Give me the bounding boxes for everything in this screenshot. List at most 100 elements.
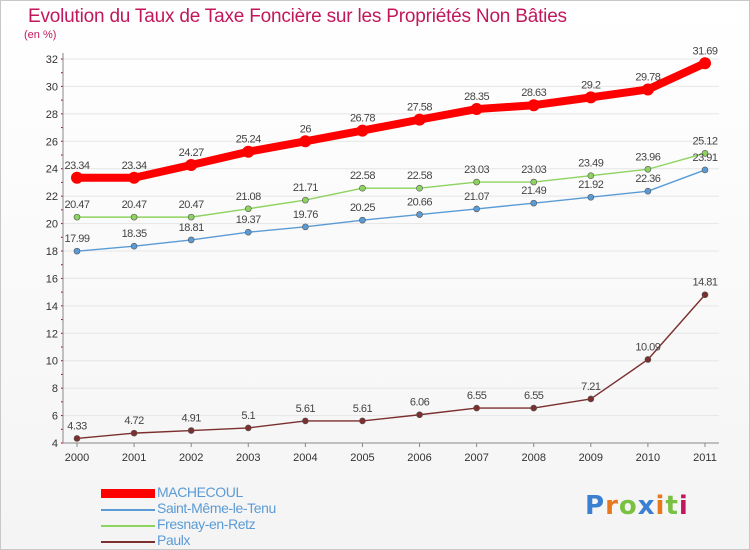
data-point bbox=[473, 404, 480, 412]
data-label: 21.92 bbox=[578, 179, 603, 191]
x-tick-label: 2003 bbox=[236, 452, 260, 464]
legend-swatch bbox=[101, 541, 155, 543]
data-point bbox=[413, 113, 426, 126]
data-label: 10.09 bbox=[635, 341, 660, 353]
legend-label: Saint-Même-le-Tenu bbox=[157, 500, 276, 516]
y-tick-label: 26 bbox=[46, 136, 58, 148]
data-point bbox=[242, 145, 255, 158]
data-point bbox=[130, 429, 138, 437]
data-label: 20.25 bbox=[350, 202, 375, 214]
data-label: 28.63 bbox=[521, 87, 546, 99]
data-label: 22.58 bbox=[350, 170, 375, 182]
data-label: 27.58 bbox=[407, 102, 432, 114]
data-label: 23.34 bbox=[122, 160, 147, 172]
data-label: 21.71 bbox=[293, 182, 318, 194]
data-label: 23.91 bbox=[692, 152, 717, 164]
y-tick-label: 32 bbox=[46, 54, 58, 66]
data-label: 5.61 bbox=[353, 403, 373, 415]
x-tick-label: 2008 bbox=[521, 452, 545, 464]
legend-label: Paulx bbox=[157, 532, 191, 548]
data-label: 5.1 bbox=[241, 410, 255, 422]
data-point bbox=[699, 57, 711, 70]
data-point bbox=[356, 124, 369, 137]
y-tick-label: 4 bbox=[52, 438, 58, 450]
x-tick-label: 2002 bbox=[179, 452, 203, 464]
y-tick-label: 22 bbox=[46, 191, 58, 203]
data-point bbox=[302, 223, 309, 231]
data-label: 18.35 bbox=[122, 228, 147, 240]
data-point bbox=[587, 395, 595, 403]
data-label: 31.69 bbox=[692, 45, 717, 57]
data-point bbox=[473, 178, 480, 186]
data-point bbox=[644, 187, 652, 195]
data-label: 26 bbox=[300, 123, 312, 135]
logo-letter: i bbox=[655, 491, 666, 521]
data-label: 23.03 bbox=[464, 164, 489, 176]
data-point bbox=[359, 184, 366, 192]
data-point bbox=[187, 213, 195, 221]
y-tick-label: 14 bbox=[46, 301, 58, 313]
data-point bbox=[641, 83, 654, 96]
y-tick-label: 6 bbox=[52, 411, 58, 423]
y-tick-label: 24 bbox=[46, 164, 58, 176]
data-point bbox=[130, 213, 138, 221]
legend-label: Fresnay-en-Retz bbox=[157, 516, 256, 532]
data-label: 18.81 bbox=[179, 222, 204, 234]
data-point bbox=[302, 196, 309, 204]
data-label: 25.24 bbox=[236, 134, 261, 146]
data-label: 24.27 bbox=[179, 147, 204, 159]
data-point bbox=[530, 404, 538, 412]
data-label: 22.58 bbox=[407, 170, 432, 182]
data-label: 20.47 bbox=[122, 199, 147, 211]
data-point bbox=[416, 211, 423, 218]
data-label: 23.49 bbox=[578, 158, 603, 170]
data-label: 23.96 bbox=[635, 151, 660, 163]
data-point bbox=[530, 178, 538, 186]
x-tick-label: 2004 bbox=[293, 452, 317, 464]
data-label: 26.78 bbox=[350, 113, 375, 125]
data-point bbox=[701, 150, 709, 157]
y-axis-unit: (en %) bbox=[24, 29, 57, 41]
data-point bbox=[416, 184, 423, 192]
data-point bbox=[185, 159, 198, 172]
data-label: 19.37 bbox=[236, 214, 261, 226]
series-line-paulx bbox=[76, 294, 706, 440]
data-point bbox=[244, 228, 252, 236]
data-point bbox=[473, 205, 480, 213]
chart-title: Evolution du Taux de Taxe Foncière sur l… bbox=[28, 6, 567, 27]
x-tick-label: 2011 bbox=[693, 452, 717, 464]
x-tick-label: 2007 bbox=[464, 452, 488, 464]
y-tick-label: 28 bbox=[46, 109, 58, 121]
data-point bbox=[73, 247, 81, 255]
legend-label: MACHECOUL bbox=[157, 484, 243, 500]
data-label: 20.66 bbox=[407, 197, 432, 209]
y-tick-label: 16 bbox=[46, 273, 58, 285]
x-tick-label: 2005 bbox=[350, 452, 374, 464]
y-tick-label: 8 bbox=[52, 383, 58, 395]
data-label: 4.33 bbox=[67, 420, 87, 432]
data-label: 20.47 bbox=[64, 199, 89, 211]
data-point bbox=[644, 165, 652, 173]
data-label: 7.21 bbox=[581, 381, 601, 393]
data-label: 6.55 bbox=[467, 390, 487, 402]
legend-swatch bbox=[101, 509, 155, 511]
legend-swatch bbox=[101, 489, 155, 498]
data-point bbox=[359, 216, 366, 224]
series-line-machecoul bbox=[73, 59, 709, 182]
data-point bbox=[701, 291, 709, 299]
data-label: 28.35 bbox=[464, 91, 489, 103]
data-point bbox=[302, 417, 309, 425]
data-point bbox=[359, 417, 366, 425]
proxiti-logo: Proxiti bbox=[585, 491, 689, 521]
logo-letter: t bbox=[665, 491, 679, 521]
x-tick-label: 2000 bbox=[65, 452, 89, 464]
data-point bbox=[73, 435, 81, 442]
data-point bbox=[130, 242, 138, 250]
data-label: 23.03 bbox=[521, 164, 546, 176]
legend-swatch bbox=[101, 525, 155, 527]
data-label: 6.55 bbox=[524, 390, 544, 402]
data-label: 21.08 bbox=[236, 191, 261, 203]
data-label: 22.36 bbox=[635, 173, 660, 185]
